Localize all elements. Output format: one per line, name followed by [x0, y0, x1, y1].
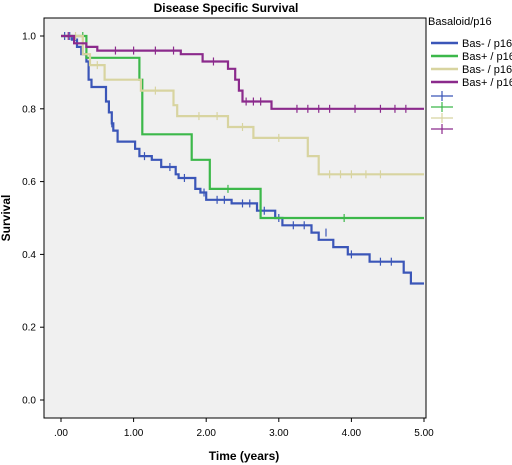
series-group [61, 32, 424, 113]
series-line [61, 34, 424, 285]
y-axis-title: Survival [0, 195, 13, 242]
series-group [61, 32, 424, 179]
x-tick-label: .00 [54, 428, 68, 439]
y-tick-label: 0.0 [22, 396, 36, 407]
x-axis-title: Time (years) [209, 449, 279, 463]
series-layer [61, 32, 424, 285]
legend: Basaloid/p16 Bas- / p16-Bas+ / p16-Bas- … [428, 16, 512, 134]
series-line [61, 34, 424, 176]
y-tick-label: 0.8 [22, 104, 36, 115]
x-tick-label: 1.00 [124, 428, 144, 439]
legend-label: Bas- / p16+ [462, 64, 512, 76]
series-line [61, 34, 424, 220]
legend-label: Bas+ / p16- [462, 51, 512, 63]
legend-title: Basaloid/p16 [428, 16, 492, 28]
series-line [61, 34, 424, 110]
y-tick-label: 0.6 [22, 177, 36, 188]
y-tick-label: 1.0 [22, 32, 36, 43]
x-tick-label: 5.00 [414, 428, 434, 439]
axes: .00 1.00 2.00 3.00 4.00 5.00 0.0 0.2 0.4 0.6 0.8 1.… [22, 32, 434, 440]
y-tick-label: 0.4 [22, 250, 36, 261]
x-tick-label: 2.00 [196, 428, 216, 439]
y-tick-label: 0.2 [22, 323, 36, 334]
x-tick-label: 4.00 [342, 428, 362, 439]
chart-title: Disease Specific Survival [154, 1, 299, 15]
legend-label: Bas+ / p16+ [462, 77, 512, 89]
legend-label: Bas- / p16- [462, 38, 512, 50]
x-tick-label: 3.00 [269, 428, 289, 439]
